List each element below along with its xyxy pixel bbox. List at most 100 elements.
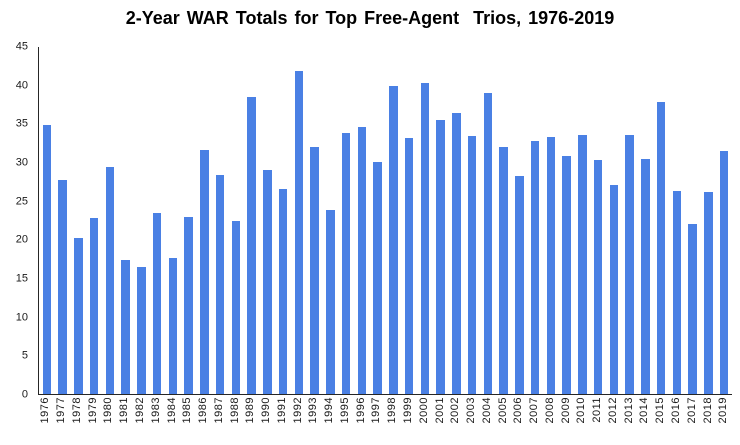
bar-slot [39,47,55,394]
x-tick-label: 1985 [181,397,194,424]
x-tick-label: 1993 [307,397,320,424]
x-tick-slot: 2004 [479,397,495,443]
bar-slot [590,47,606,394]
x-tick-slot: 1994 [322,397,338,443]
bar-2011 [593,160,603,394]
bar-slot [212,47,228,394]
bar-2008 [546,137,556,394]
x-tick-label: 1991 [275,397,288,424]
y-tick-label: 25 [15,195,28,208]
x-tick-label: 2016 [670,397,682,424]
x-tick-label: 2015 [654,397,667,424]
bar-slot [464,47,480,394]
x-tick-slot: 2003 [464,397,480,443]
x-tick-slot: 1995 [338,397,354,443]
x-tick-slot: 1988 [227,397,243,443]
bar-1995 [341,132,351,394]
bar-slot [275,47,291,394]
x-tick-slot: 1997 [369,397,385,443]
x-tick-slot: 2002 [448,397,464,443]
y-axis: 0 5 10 15 20 25 30 35 40 45 [0,41,34,400]
bar-slot [338,47,354,394]
x-tick-label: 1977 [55,397,68,424]
bar-slot [701,47,717,394]
y-tick-label: 45 [15,40,28,53]
bar-slot [149,47,165,394]
x-tick-slot: 1984 [164,397,180,443]
bar-slot [638,47,654,394]
x-tick-label: 1989 [244,397,257,424]
x-tick-slot: 2011 [590,397,606,443]
bar-slot [55,47,71,394]
x-tick-slot: 1977 [54,397,70,443]
bar-slot [543,47,559,394]
x-tick-label: 2003 [465,397,478,424]
bar-slot [118,47,134,394]
bar-slot [653,47,669,394]
bar-1983 [152,212,162,394]
x-tick-label: 1984 [165,397,178,424]
bar-slot [559,47,575,394]
x-tick-label: 2009 [559,397,572,424]
x-tick-label: 1980 [102,397,115,424]
bar-slot [228,47,244,394]
x-tick-slot: 1982 [133,397,149,443]
bar-2018 [704,191,713,394]
x-tick-label: 1992 [291,397,304,424]
x-tick-slot: 2006 [511,397,527,443]
bar-slot [323,47,339,394]
bar-slot [86,47,102,394]
x-tick-slot: 2014 [637,397,653,443]
bar-1978 [74,238,83,394]
bar-1996 [357,127,367,394]
bar-2005 [499,147,508,394]
x-tick-slot: 1999 [401,397,417,443]
bar-1979 [89,218,99,394]
bar-1977 [58,179,67,394]
x-tick-slot: 2001 [432,397,448,443]
bar-slot [181,47,197,394]
bar-slot [165,47,181,394]
x-tick-label: 1983 [149,397,162,424]
bar-2013 [625,134,634,394]
y-tick-label: 35 [15,117,28,130]
x-tick-label: 2018 [701,397,714,424]
bar-1992 [294,70,304,394]
y-tick-label: 30 [15,156,28,169]
x-tick-slot: 2009 [558,397,574,443]
bar-slot [433,47,449,394]
x-tick-label: 2002 [449,397,462,424]
x-tick-slot: 2015 [653,397,669,443]
x-tick-slot: 2013 [621,397,637,443]
x-tick-slot: 1985 [180,397,196,443]
y-tick-label: 20 [15,233,28,246]
bar-slot [449,47,465,394]
x-tick-label: 1990 [260,397,273,424]
x-tick-label: 1986 [197,397,210,424]
x-tick-label: 2001 [433,397,446,424]
bar-slot [71,47,87,394]
bar-1990 [263,170,272,394]
x-tick-label: 2008 [543,397,556,424]
bar-slot [575,47,591,394]
bar-2001 [436,119,445,394]
x-tick-label: 1982 [133,397,146,424]
x-tick-label: 2019 [717,397,730,424]
bar-1989 [247,97,256,394]
x-tick-label: 1996 [354,397,367,424]
x-tick-slot: 1987 [211,397,227,443]
x-tick-slot: 1986 [196,397,212,443]
x-tick-slot: 1992 [290,397,306,443]
x-tick-slot: 2019 [716,397,732,443]
bar-2016 [672,191,682,394]
bar-1982 [137,266,146,394]
bar-slot [291,47,307,394]
x-tick-label: 1988 [228,397,241,424]
x-tick-slot: 1989 [243,397,259,443]
bar-2000 [420,83,430,394]
x-tick-slot: 2008 [543,397,559,443]
x-tick-slot: 1991 [274,397,290,443]
x-tick-label: 2006 [512,397,525,424]
bar-2003 [467,135,477,394]
bar-2012 [609,185,619,394]
